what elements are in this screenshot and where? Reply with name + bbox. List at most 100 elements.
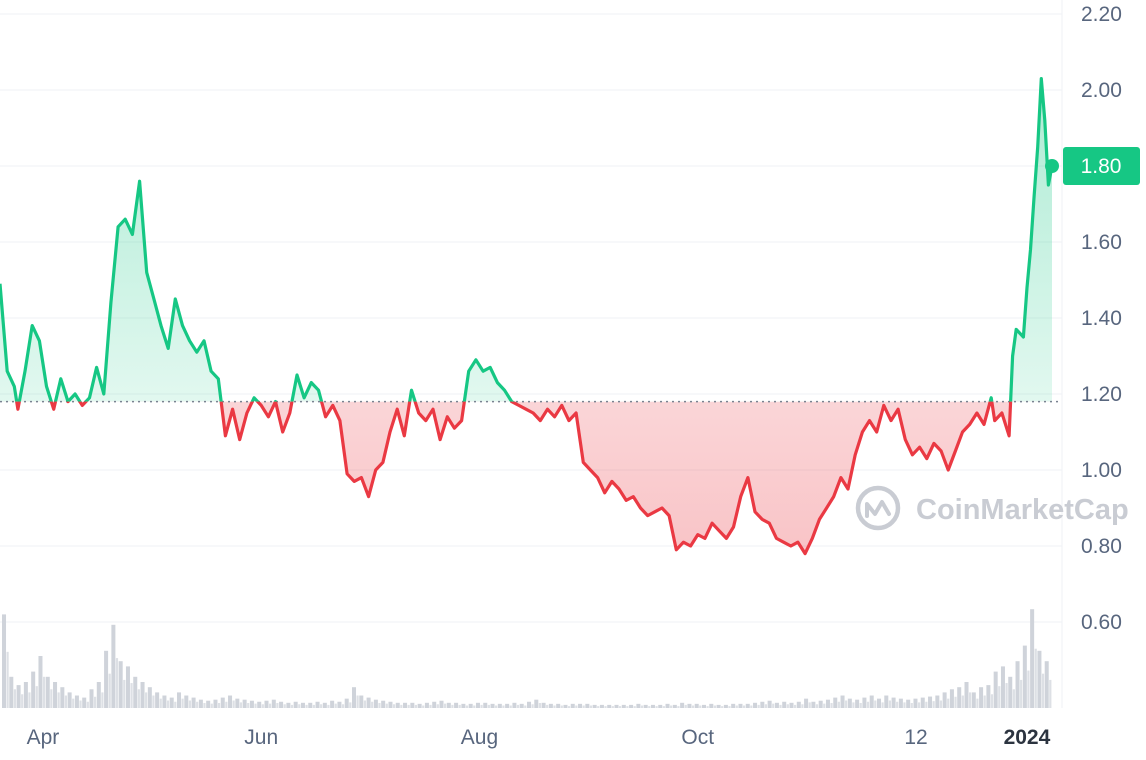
- y-tick-label: 0.60: [1081, 611, 1122, 634]
- volume-bar: [830, 703, 833, 708]
- volume-bar: [414, 704, 418, 708]
- volume-bar: [1015, 661, 1020, 708]
- volume-bar: [1020, 679, 1023, 708]
- volume-bar: [276, 703, 279, 708]
- volume-bar: [225, 701, 228, 708]
- volume-bar: [721, 706, 724, 708]
- volume-bar: [585, 703, 590, 708]
- volume-bar: [866, 701, 870, 708]
- volume-bar: [257, 701, 262, 708]
- volume-bar: [111, 624, 116, 708]
- volume-bar: [82, 697, 87, 708]
- volume-bar: [468, 703, 473, 708]
- volume-bar: [473, 705, 476, 708]
- x-tick-label: 12: [904, 726, 927, 749]
- logo-ring: [855, 485, 901, 531]
- logo-wave: [865, 500, 891, 518]
- volume-bar: [1000, 666, 1005, 708]
- y-tick-label: 2.00: [1081, 79, 1122, 102]
- volume-bar: [629, 704, 634, 708]
- volume-bar: [954, 696, 957, 708]
- volume-bar: [422, 705, 425, 708]
- volume-bar: [611, 706, 614, 708]
- volume-bar: [403, 702, 408, 708]
- volume-bar: [541, 702, 546, 708]
- volume-bars: [2, 609, 1052, 708]
- volume-bar: [512, 702, 517, 708]
- volume-bar: [312, 704, 315, 708]
- volume-bar: [939, 700, 943, 708]
- volume-bar: [475, 702, 480, 708]
- volume-bar: [502, 705, 505, 708]
- volume-bar: [327, 704, 330, 708]
- y-tick-label: 1.40: [1081, 307, 1122, 330]
- volume-bar: [881, 702, 884, 708]
- volume-bar: [444, 703, 447, 708]
- volume-bar: [261, 704, 264, 708]
- volume-bar: [801, 704, 804, 708]
- volume-bar: [774, 702, 779, 708]
- coinmarketcap-logo-icon: [855, 485, 901, 531]
- volume-bar: [247, 703, 250, 708]
- volume-bar: [920, 697, 925, 708]
- volume-bar: [840, 695, 845, 708]
- volume-bar: [993, 671, 998, 708]
- volume-bar: [694, 703, 699, 708]
- volume-bar: [825, 699, 830, 708]
- volume-bar: [604, 706, 607, 708]
- volume-bar: [86, 701, 89, 708]
- volume-bar: [497, 703, 502, 708]
- x-tick-label: 2024: [1004, 726, 1051, 749]
- volume-bar: [655, 706, 658, 708]
- volume-bar: [359, 695, 364, 708]
- volume-bar: [913, 698, 918, 708]
- volume-bar: [898, 698, 903, 708]
- volume-bar: [607, 704, 612, 708]
- volume-bar: [903, 702, 906, 708]
- volume-bar: [706, 706, 709, 708]
- volume-bar: [454, 702, 459, 708]
- volume-bar: [990, 694, 994, 708]
- volume-bar: [381, 700, 386, 708]
- volume-bar: [1030, 609, 1035, 708]
- volume-bar: [53, 682, 58, 708]
- volume-bar: [293, 701, 298, 708]
- volume-bar: [322, 702, 327, 708]
- volume-bar: [906, 699, 911, 708]
- x-axis: Apr Jun Aug Oct 12 2024: [27, 726, 1051, 749]
- volume-bar: [815, 704, 819, 708]
- area-below-baseline: [16, 401, 1011, 554]
- price-lines: [0, 77, 1054, 556]
- volume-bar: [859, 703, 862, 708]
- volume-bar: [352, 687, 357, 708]
- volume-bar: [283, 704, 286, 708]
- volume-bar: [137, 689, 140, 708]
- volume-bar: [269, 703, 272, 708]
- volume-bar: [94, 696, 97, 708]
- volume-bar: [527, 701, 532, 708]
- volume-bar: [74, 695, 79, 708]
- volume-bar: [159, 698, 162, 708]
- volume-bar: [524, 705, 527, 708]
- volume-bar: [928, 696, 933, 708]
- volume-bar: [888, 700, 891, 708]
- volume-bar: [891, 697, 896, 708]
- volume-bar: [184, 695, 189, 708]
- volume-bar: [432, 701, 437, 708]
- volume-bar: [174, 701, 177, 708]
- volume-bar: [315, 701, 320, 708]
- volume-bar: [640, 705, 644, 708]
- volume-bar: [1027, 670, 1030, 708]
- volume-bar: [118, 661, 123, 708]
- y-tick-label: 2.20: [1081, 3, 1122, 26]
- volume-bar: [308, 702, 313, 708]
- volume-bar: [670, 705, 673, 708]
- volume-bar: [410, 702, 415, 708]
- volume-bar: [949, 689, 954, 708]
- volume-bar: [465, 705, 469, 708]
- volume-bar: [745, 703, 750, 708]
- volume-bar: [505, 703, 510, 708]
- volume-bar: [334, 703, 337, 708]
- volume-bar: [191, 697, 196, 708]
- volume-bar: [764, 704, 768, 708]
